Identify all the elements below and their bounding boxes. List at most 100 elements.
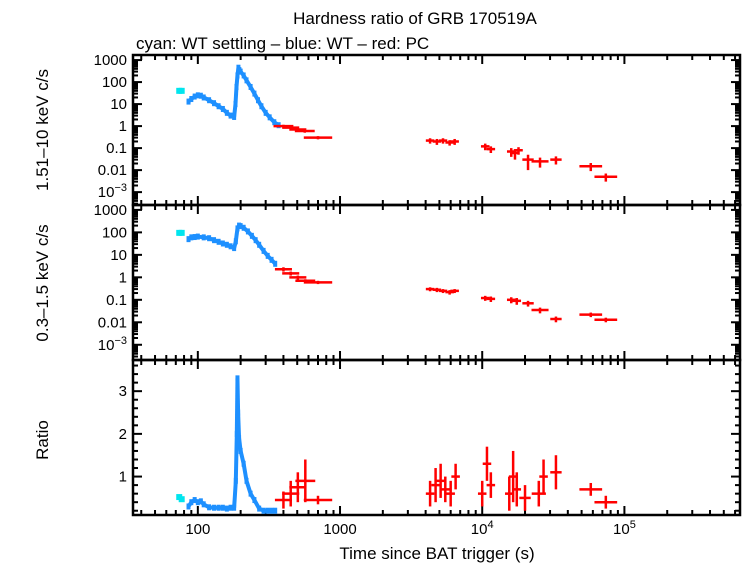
blue-wt-segment bbox=[233, 86, 239, 105]
y-tick-label: 1000 bbox=[94, 52, 127, 69]
blue-wt-segment bbox=[217, 239, 224, 246]
y-tick-label: 10−3 bbox=[98, 182, 127, 201]
blue-wt-segment bbox=[187, 235, 193, 241]
y-tick-label: 0.01 bbox=[98, 314, 127, 331]
blue-wt-segment bbox=[233, 228, 240, 242]
blue-wt-segment bbox=[221, 107, 229, 115]
panel-frame-0 bbox=[131, 53, 742, 207]
blue-wt-segment bbox=[264, 111, 272, 119]
blue-wt-segment bbox=[259, 105, 268, 114]
blue-wt-segment bbox=[246, 230, 254, 238]
y-axis-label-soft: 0.3–1.5 keV c/s bbox=[33, 224, 52, 341]
blue-wt-segment bbox=[212, 101, 220, 108]
y-tick-label: 0.1 bbox=[106, 140, 127, 157]
panel-frame-2 bbox=[131, 358, 742, 517]
blue-wt-segment bbox=[235, 378, 241, 413]
blue-wt-segment bbox=[190, 498, 196, 504]
blue-wt-segment bbox=[241, 463, 249, 482]
blue-wt-segment bbox=[232, 240, 238, 249]
blue-wt-segment bbox=[222, 505, 228, 511]
y-tick-label: 1 bbox=[119, 469, 127, 486]
y-tick-label: 0.1 bbox=[106, 292, 127, 309]
blue-wt-segment bbox=[273, 120, 280, 127]
y-tick-label: 100 bbox=[102, 224, 127, 241]
blue-wt-segment bbox=[237, 68, 243, 73]
blue-wt-segment bbox=[190, 94, 196, 101]
cyan-wt-settling-point bbox=[178, 496, 185, 503]
blue-wt-segment bbox=[250, 234, 258, 242]
blue-wt-segment bbox=[239, 70, 246, 77]
blue-wt-segment bbox=[234, 75, 240, 88]
cyan-wt-settling-point bbox=[178, 229, 185, 236]
blue-wt-segment bbox=[262, 249, 270, 258]
x-tick-label: 100 bbox=[185, 521, 210, 538]
y-tick-label: 10 bbox=[110, 96, 127, 113]
y-tick-label-exp: −3 bbox=[114, 182, 127, 194]
chart-subtitle: cyan: WT settling – blue: WT – red: PC bbox=[136, 34, 429, 53]
y-tick-label-exp: −3 bbox=[114, 335, 127, 347]
blue-wt-segment bbox=[232, 103, 238, 118]
blue-wt-segment bbox=[226, 505, 232, 511]
y-tick-label: 0.01 bbox=[98, 162, 127, 179]
blue-wt-segment bbox=[197, 234, 204, 240]
blue-wt-segment bbox=[202, 95, 211, 102]
x-tick-label-exp: 4 bbox=[487, 519, 493, 531]
blue-wt-segment bbox=[236, 66, 242, 71]
blue-wt-segment bbox=[236, 412, 242, 439]
blue-wt-segment bbox=[248, 492, 257, 502]
blue-wt-segment bbox=[238, 223, 242, 229]
y-tick-label: 10 bbox=[110, 247, 127, 264]
blue-wt-segment bbox=[199, 499, 206, 506]
blue-wt-segment bbox=[232, 480, 238, 508]
blue-wt-segment bbox=[270, 258, 277, 266]
blue-wt-segment bbox=[257, 243, 266, 253]
blue-wt-segment bbox=[225, 111, 232, 118]
blue-wt-segment bbox=[226, 242, 232, 249]
blue-wt-segment bbox=[256, 99, 264, 108]
x-tick-label-exp: 5 bbox=[630, 519, 636, 531]
blue-wt-segment bbox=[244, 79, 253, 89]
blue-wt-segment bbox=[268, 115, 276, 124]
blue-wt-segment bbox=[237, 437, 243, 452]
y-axis-label-ratio: Ratio bbox=[33, 420, 52, 460]
blue-wt-segment bbox=[193, 93, 199, 99]
y-tick-label: 2 bbox=[119, 426, 127, 443]
y-tick-label: 10−3 bbox=[98, 335, 127, 354]
y-tick-label: 100 bbox=[102, 74, 127, 91]
y-tick-label: 1 bbox=[119, 118, 127, 135]
blue-wt-segment bbox=[187, 97, 193, 104]
y-tick-label: 3 bbox=[119, 383, 127, 400]
y-tick-label: 1000 bbox=[94, 202, 127, 219]
blue-wt-segment bbox=[238, 450, 246, 465]
blue-wt-segment bbox=[197, 499, 202, 505]
blue-wt-segment bbox=[186, 501, 193, 508]
blue-wt-segment bbox=[193, 498, 199, 504]
blue-wt-segment bbox=[222, 241, 228, 247]
blue-wt-segment bbox=[248, 85, 257, 95]
blue-wt-segment bbox=[217, 104, 224, 111]
blue-wt-segment bbox=[244, 480, 253, 495]
blue-wt-segment bbox=[208, 98, 216, 105]
x-tick-label: 105 bbox=[613, 519, 636, 538]
blue-wt-segment bbox=[252, 92, 260, 102]
x-axis-label: Time since BAT trigger (s) bbox=[339, 544, 534, 563]
panel-frame-1 bbox=[131, 203, 742, 362]
blue-wt-segment bbox=[202, 502, 211, 510]
y-axis-label-hard: 1.51–10 keV c/s bbox=[33, 69, 52, 191]
x-tick-label: 1000 bbox=[323, 521, 356, 538]
blue-wt-segment bbox=[242, 226, 250, 233]
blue-wt-segment bbox=[241, 74, 249, 82]
blue-wt-segment bbox=[213, 238, 220, 244]
x-tick-label: 104 bbox=[471, 519, 494, 538]
blue-wt-segment bbox=[233, 433, 239, 481]
chart-title: Hardness ratio of GRB 170519A bbox=[293, 9, 537, 28]
y-tick-label: 1 bbox=[119, 269, 127, 286]
blue-wt-segment bbox=[203, 235, 210, 241]
blue-wt-segment bbox=[208, 236, 215, 243]
cyan-wt-settling-point bbox=[178, 87, 185, 94]
blue-wt-segment bbox=[258, 506, 265, 513]
blue-wt-segment bbox=[199, 94, 205, 100]
blue-wt-segment bbox=[239, 224, 245, 230]
blue-wt-segment bbox=[266, 254, 273, 262]
